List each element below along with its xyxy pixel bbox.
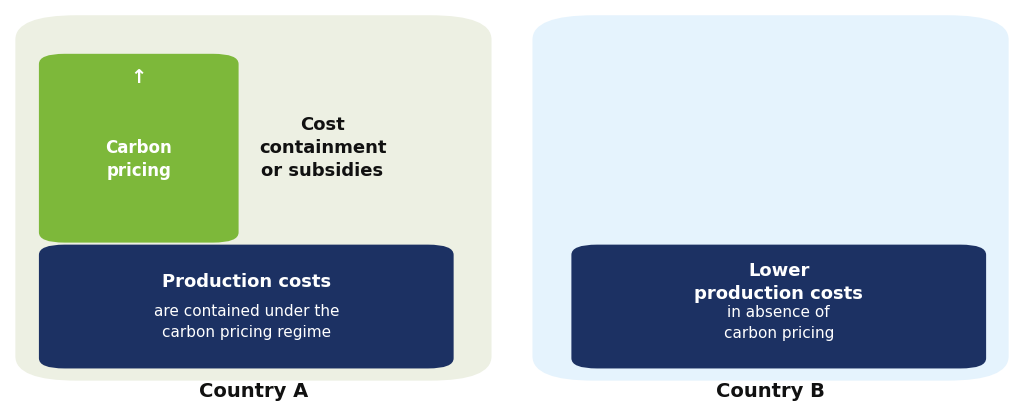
Text: Production costs: Production costs bbox=[162, 273, 331, 291]
FancyBboxPatch shape bbox=[15, 16, 492, 381]
FancyBboxPatch shape bbox=[571, 245, 986, 369]
Text: Lower
production costs: Lower production costs bbox=[694, 261, 863, 302]
Text: in absence of
carbon pricing: in absence of carbon pricing bbox=[724, 304, 834, 340]
FancyBboxPatch shape bbox=[39, 245, 454, 369]
Text: ↑: ↑ bbox=[131, 68, 146, 86]
Text: Country A: Country A bbox=[200, 382, 308, 400]
Text: Carbon
pricing: Carbon pricing bbox=[105, 138, 172, 180]
Text: Country B: Country B bbox=[716, 382, 824, 400]
Text: Cost
containment
or subsidies: Cost containment or subsidies bbox=[259, 116, 386, 180]
FancyBboxPatch shape bbox=[532, 16, 1009, 381]
FancyBboxPatch shape bbox=[39, 55, 239, 243]
Text: are contained under the
carbon pricing regime: are contained under the carbon pricing r… bbox=[154, 303, 339, 339]
